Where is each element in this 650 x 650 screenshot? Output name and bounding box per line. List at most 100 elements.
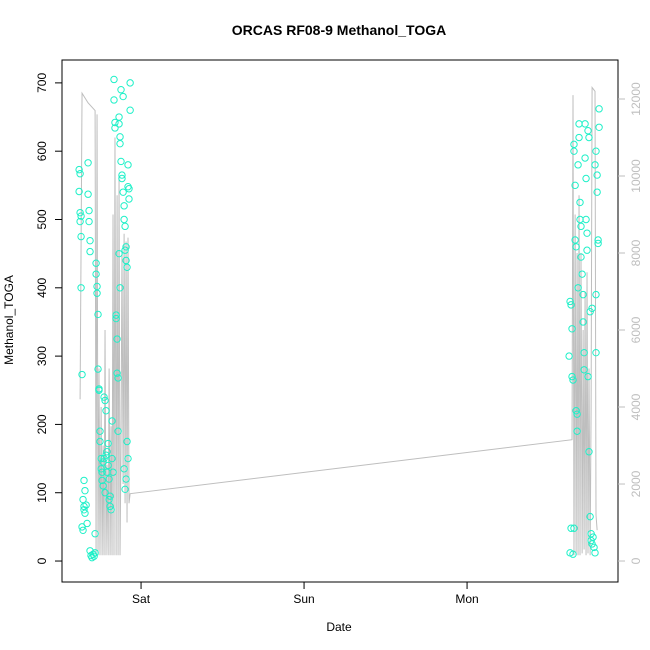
point (122, 243, 130, 251)
point (96, 427, 104, 435)
point (101, 396, 109, 405)
point (583, 246, 591, 254)
point (125, 185, 133, 193)
point (91, 549, 99, 557)
point (112, 314, 120, 323)
point (86, 236, 94, 245)
point (121, 485, 129, 494)
point (582, 215, 590, 224)
point (595, 105, 603, 113)
point (126, 79, 134, 87)
point (112, 311, 120, 319)
point (76, 217, 84, 226)
point (114, 374, 122, 382)
point (581, 120, 589, 128)
point (102, 407, 110, 415)
y2-tick-label: 10000 (629, 159, 643, 193)
point (104, 439, 112, 448)
point (113, 369, 121, 377)
point (589, 533, 597, 541)
point (93, 289, 101, 297)
point (108, 417, 116, 425)
point (76, 208, 84, 217)
point (592, 290, 600, 299)
point (122, 256, 130, 265)
point (568, 372, 576, 381)
point (98, 476, 106, 485)
point (123, 263, 131, 272)
point (75, 165, 83, 174)
point (572, 243, 580, 251)
point (84, 159, 92, 167)
point (119, 92, 127, 101)
point (90, 552, 98, 560)
chart-title: ORCAS RF08-9 Methanol_TOGA (232, 22, 446, 38)
point (584, 126, 592, 135)
point (81, 509, 89, 517)
point (577, 253, 585, 261)
point (77, 212, 85, 220)
point (110, 96, 118, 104)
y-tick-label: 600 (35, 141, 49, 161)
point (578, 270, 586, 278)
point (594, 236, 602, 244)
point (113, 335, 121, 343)
point (124, 161, 132, 169)
point (594, 239, 602, 248)
point (92, 259, 100, 267)
point (116, 139, 124, 148)
point (120, 465, 128, 473)
point (105, 475, 113, 483)
point (115, 249, 123, 258)
point (125, 195, 133, 203)
point (581, 154, 589, 162)
point (86, 247, 94, 256)
point (571, 181, 579, 190)
point (576, 198, 584, 207)
point (591, 161, 599, 169)
point (85, 206, 93, 215)
point (109, 468, 117, 476)
point (95, 386, 103, 394)
point (580, 366, 588, 374)
point (99, 458, 107, 466)
point (75, 187, 83, 196)
point (583, 229, 591, 237)
point (568, 325, 576, 333)
point (102, 451, 110, 459)
point (582, 174, 590, 183)
y-tick-label: 200 (35, 414, 49, 434)
point (120, 215, 128, 224)
point (570, 147, 578, 155)
point (111, 124, 119, 132)
point (593, 188, 601, 196)
plot-box (61, 59, 619, 583)
point (77, 284, 85, 292)
point (580, 348, 588, 357)
y-tick-label: 300 (35, 346, 49, 366)
y2-tick-label: 4000 (629, 393, 643, 420)
y2-tick-label: 0 (629, 557, 643, 564)
point (78, 370, 86, 379)
x-tick-label: Mon (455, 592, 478, 606)
point (123, 437, 131, 446)
point (108, 454, 116, 463)
point (117, 157, 125, 166)
point (593, 171, 601, 179)
y-tick-label: 400 (35, 277, 49, 297)
point (99, 482, 107, 490)
point (592, 348, 600, 357)
point (79, 495, 87, 504)
point (126, 106, 134, 114)
point (567, 301, 575, 309)
point (590, 543, 598, 552)
x-tick-label: Sat (132, 592, 151, 606)
point (105, 495, 113, 504)
point (98, 468, 106, 476)
point (100, 393, 108, 401)
point (81, 486, 89, 495)
point (117, 86, 125, 94)
point (106, 492, 114, 500)
point (573, 410, 581, 418)
point (76, 170, 84, 178)
